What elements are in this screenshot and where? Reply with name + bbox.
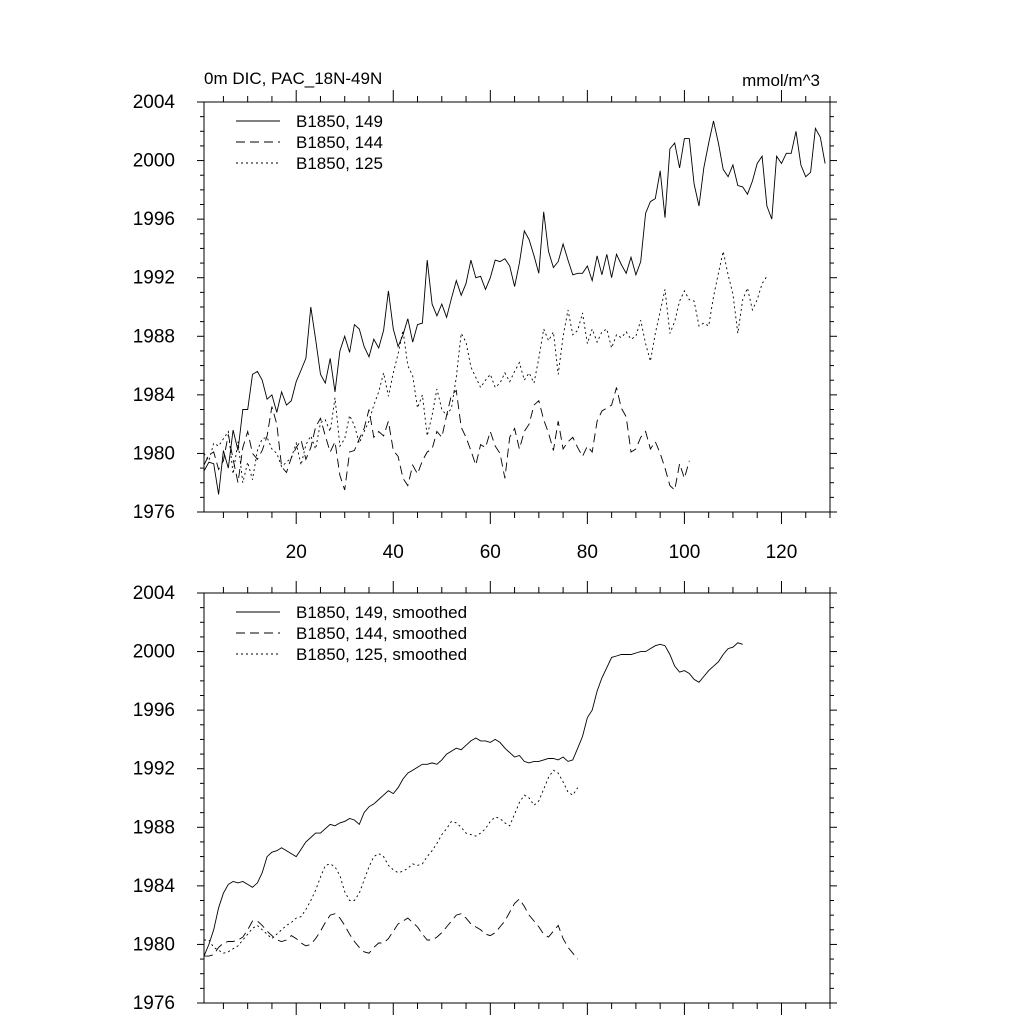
y-tick-label: 1992 [133, 759, 175, 780]
y-tick-label: 1988 [133, 326, 175, 347]
legend-label: B1850, 125 [296, 154, 383, 173]
y-tick-label: 1996 [133, 700, 175, 721]
smoothed-timeseries-panel: 1976 1980 1984 1988 1992 1996 2000 2004 B1850, 1… [133, 581, 837, 1015]
y-tick-label: 2004 [133, 92, 176, 113]
raw-timeseries-panel: 1976 1980 1984 1988 1992 1996 2000 2004 20 40 60 80… [133, 90, 837, 563]
legend-label: B1850, 149 [296, 112, 383, 131]
y-tick-label: 1984 [133, 876, 176, 897]
series-line-2 [204, 898, 579, 960]
y-tick-label: 1988 [133, 817, 175, 838]
series-line-2 [203, 387, 690, 491]
legend-label: B1850, 149, smoothed [296, 603, 467, 622]
y-tick-label: 1976 [133, 993, 175, 1014]
units-label: mmol/m^3 [742, 71, 820, 90]
y-tick-label: 1992 [133, 268, 175, 289]
y-tick-label: 1996 [133, 209, 175, 230]
x-tick-label: 80 [577, 542, 598, 563]
legend-label: B1850, 125, smoothed [296, 645, 467, 664]
figure-title: 0m DIC, PAC_18N-49N [204, 69, 382, 88]
series-line-3 [204, 769, 579, 954]
x-tick-label: 40 [383, 542, 404, 563]
series-line-1 [203, 642, 743, 957]
x-tick-label: 120 [766, 542, 798, 563]
legend-label: B1850, 144, smoothed [296, 624, 467, 643]
y-tick-label: 2000 [133, 642, 175, 663]
y-tick-label: 2000 [133, 151, 175, 172]
y-tick-label: 1984 [133, 385, 176, 406]
series-line-3 [203, 251, 768, 483]
y-tick-label: 1976 [133, 502, 175, 523]
x-tick-label: 60 [480, 542, 501, 563]
x-tick-label: 100 [669, 542, 701, 563]
series-line-1 [203, 120, 826, 495]
x-tick-label: 20 [286, 542, 307, 563]
y-tick-label: 1980 [133, 934, 175, 955]
y-tick-label: 1980 [133, 443, 175, 464]
legend-label: B1850, 144 [296, 133, 383, 152]
y-tick-label: 2004 [133, 583, 176, 604]
